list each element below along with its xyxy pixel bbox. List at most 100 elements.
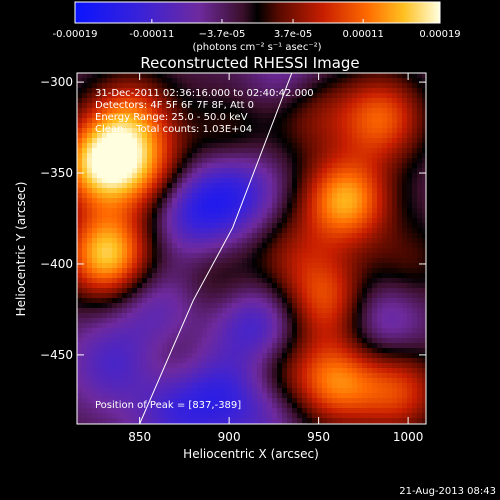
heatmap-cell <box>97 278 103 284</box>
heatmap-cell <box>87 98 93 104</box>
heatmap-cell <box>377 118 383 124</box>
heatmap-cell <box>167 278 173 284</box>
heatmap-cell <box>392 233 398 239</box>
heatmap-cell <box>292 288 298 294</box>
heatmap-cell <box>377 333 383 339</box>
heatmap-cell <box>322 228 328 234</box>
heatmap-cell <box>182 173 188 179</box>
heatmap-cell <box>332 93 338 99</box>
heatmap-cell <box>152 383 158 389</box>
heatmap-cell <box>217 303 223 309</box>
heatmap-cell <box>312 103 318 109</box>
heatmap-cell <box>382 228 388 234</box>
heatmap-cell <box>277 138 283 144</box>
heatmap-cell <box>342 103 348 109</box>
heatmap-cell <box>367 213 373 219</box>
heatmap-cell <box>307 193 313 199</box>
heatmap-cell <box>202 373 208 379</box>
heatmap-cell <box>387 138 393 144</box>
heatmap-cell <box>397 373 403 379</box>
heatmap-cell <box>297 338 303 344</box>
heatmap-cell <box>142 388 148 394</box>
heatmap-cell <box>367 108 373 114</box>
heatmap-cell <box>152 393 158 399</box>
heatmap-cell <box>252 348 258 354</box>
heatmap-cell <box>157 143 163 149</box>
heatmap-cell <box>192 163 198 169</box>
heatmap-cell <box>397 418 403 424</box>
heatmap-cell <box>142 218 148 224</box>
heatmap-cell <box>117 73 123 79</box>
heatmap-cell <box>307 223 313 229</box>
heatmap-cell <box>232 233 238 239</box>
heatmap-cell <box>352 313 358 319</box>
heatmap-cell <box>127 163 133 169</box>
heatmap-cell <box>167 108 173 114</box>
heatmap-cell <box>197 178 203 184</box>
heatmap-cell <box>422 308 426 314</box>
heatmap-cell <box>387 103 393 109</box>
heatmap-cell <box>152 248 158 254</box>
heatmap-cell <box>332 323 338 329</box>
heatmap-cell <box>247 323 253 329</box>
heatmap-cell <box>242 353 248 359</box>
heatmap-cell <box>322 133 328 139</box>
heatmap-cell <box>342 313 348 319</box>
heatmap-cell <box>247 343 253 349</box>
heatmap-cell <box>122 348 128 354</box>
heatmap-cell <box>97 378 103 384</box>
heatmap-cell <box>112 363 118 369</box>
heatmap-cell <box>352 318 358 324</box>
heatmap-cell <box>147 418 153 424</box>
heatmap-cell <box>197 383 203 389</box>
heatmap-cell <box>352 118 358 124</box>
heatmap-cell <box>162 283 168 289</box>
heatmap-cell <box>322 263 328 269</box>
heatmap-cell <box>412 328 418 334</box>
heatmap-cell <box>172 188 178 194</box>
heatmap-cell <box>372 108 378 114</box>
heatmap-cell <box>282 143 288 149</box>
heatmap-cell <box>387 328 393 334</box>
heatmap-cell <box>132 313 138 319</box>
heatmap-cell <box>147 103 153 109</box>
heatmap-cell <box>317 143 323 149</box>
heatmap-cell <box>217 98 223 104</box>
heatmap-cell <box>397 163 403 169</box>
heatmap-cell <box>182 363 188 369</box>
heatmap-cell <box>82 228 88 234</box>
heatmap-cell <box>302 188 308 194</box>
heatmap-cell <box>377 383 383 389</box>
heatmap-cell <box>92 373 98 379</box>
heatmap-cell <box>247 153 253 159</box>
heatmap-cell <box>77 88 83 94</box>
heatmap-cell <box>242 363 248 369</box>
heatmap-cell <box>157 318 163 324</box>
heatmap-cell <box>152 173 158 179</box>
heatmap-cell <box>397 338 403 344</box>
heatmap-cell <box>327 403 333 409</box>
heatmap-cell <box>382 338 388 344</box>
heatmap-cell <box>367 278 373 284</box>
heatmap-cell <box>267 383 273 389</box>
heatmap-cell <box>292 213 298 219</box>
heatmap-cell <box>87 283 93 289</box>
heatmap-cell <box>402 368 408 374</box>
heatmap-cell <box>127 353 133 359</box>
heatmap-cell <box>307 253 313 259</box>
heatmap-cell <box>272 103 278 109</box>
heatmap-cell <box>417 378 423 384</box>
heatmap-cell <box>127 88 133 94</box>
heatmap-cell <box>137 243 143 249</box>
heatmap-cell <box>302 323 308 329</box>
heatmap-cell <box>187 148 193 154</box>
heatmap-cell <box>82 168 88 174</box>
heatmap-cell <box>192 298 198 304</box>
heatmap-cell <box>257 333 263 339</box>
heatmap-cell <box>347 288 353 294</box>
heatmap-cell <box>292 343 298 349</box>
heatmap-cell <box>287 88 293 94</box>
heatmap-cell <box>422 303 426 309</box>
heatmap-cell <box>157 293 163 299</box>
heatmap-cell <box>352 328 358 334</box>
